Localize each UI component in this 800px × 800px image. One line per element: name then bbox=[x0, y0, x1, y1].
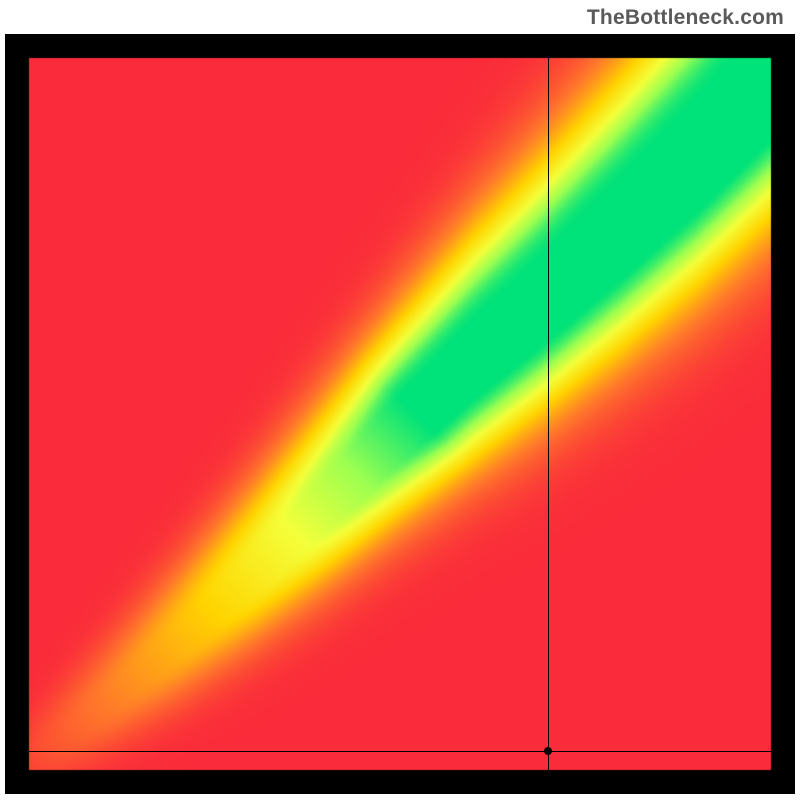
crosshair-vertical bbox=[548, 58, 549, 770]
chart-container: TheBottleneck.com bbox=[0, 0, 800, 800]
heatmap-canvas bbox=[5, 34, 795, 794]
watermark-text: TheBottleneck.com bbox=[587, 6, 784, 30]
crosshair-marker bbox=[544, 747, 552, 755]
chart-frame bbox=[5, 34, 795, 794]
crosshair-horizontal bbox=[29, 751, 771, 752]
